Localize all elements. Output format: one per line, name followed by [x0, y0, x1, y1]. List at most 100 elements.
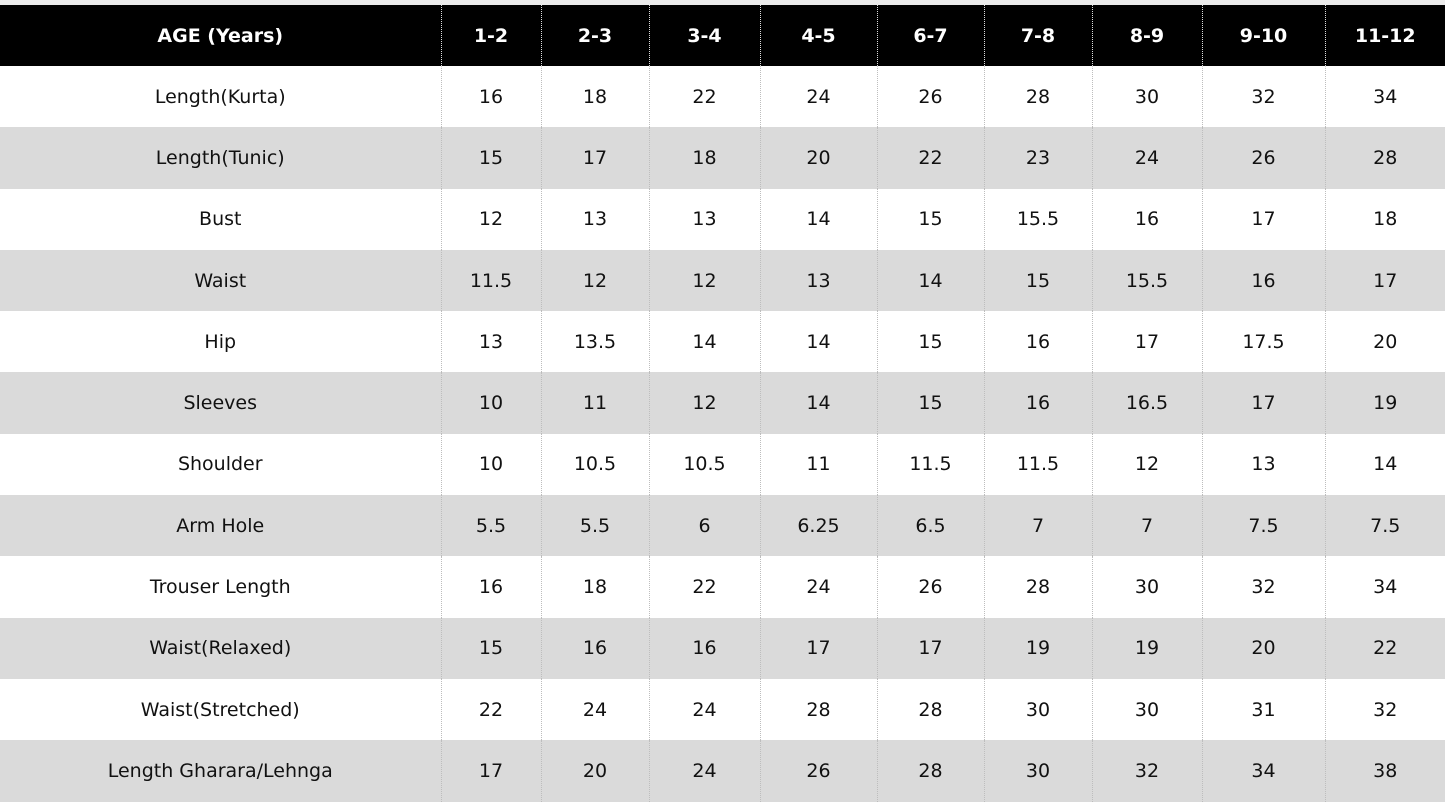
cell-value: 34 [1324, 66, 1445, 128]
cell-value: 26 [759, 740, 877, 802]
cell-value: 24 [648, 678, 760, 741]
header-age-7-8: 7-8 [983, 5, 1092, 66]
cell-value: 16 [983, 311, 1092, 373]
cell-value: 6.25 [759, 495, 877, 557]
cell-value: 20 [540, 740, 649, 802]
cell-value: 15 [876, 188, 984, 250]
cell-value: 13.5 [540, 311, 649, 373]
cell-value: 19 [1091, 617, 1202, 679]
cell-value: 22 [648, 66, 760, 128]
cell-value: 16 [440, 66, 541, 128]
cell-value: 18 [540, 556, 649, 618]
cell-value: 13 [540, 188, 649, 250]
cell-value: 12 [648, 249, 760, 312]
cell-value: 32 [1201, 66, 1325, 128]
row-label: Sleeves [0, 372, 441, 434]
cell-value: 28 [876, 740, 984, 802]
table-row: Arm Hole 5.5 5.5 6 6.25 6.5 7 7 7.5 7.5 [0, 495, 1445, 557]
header-age-label: AGE (Years) [0, 5, 441, 66]
row-label: Length(Kurta) [0, 66, 441, 128]
cell-value: 24 [648, 740, 760, 802]
header-age-1-2: 1-2 [440, 5, 541, 66]
table-row: Hip 13 13.5 14 14 15 16 17 17.5 20 [0, 311, 1445, 373]
cell-value: 31 [1201, 678, 1325, 741]
cell-value: 32 [1324, 678, 1445, 741]
cell-value: 10.5 [540, 433, 649, 496]
cell-value: 10.5 [648, 433, 760, 496]
cell-value: 20 [759, 127, 877, 189]
table-row: Length(Tunic) 15 17 18 20 22 23 24 26 28 [0, 127, 1445, 189]
cell-value: 13 [759, 249, 877, 312]
cell-value: 6.5 [876, 495, 984, 557]
cell-value: 22 [1324, 617, 1445, 679]
cell-value: 14 [759, 311, 877, 373]
cell-value: 14 [876, 249, 984, 312]
cell-value: 14 [759, 188, 877, 250]
cell-value: 30 [1091, 66, 1202, 128]
cell-value: 17 [1201, 372, 1325, 434]
cell-value: 28 [983, 556, 1092, 618]
cell-value: 17 [1201, 188, 1325, 250]
cell-value: 34 [1324, 556, 1445, 618]
table-row: Bust 12 13 13 14 15 15.5 16 17 18 [0, 188, 1445, 250]
cell-value: 11 [759, 433, 877, 496]
cell-value: 26 [876, 66, 984, 128]
cell-value: 19 [1324, 372, 1445, 434]
cell-value: 14 [648, 311, 760, 373]
header-age-11-12: 11-12 [1324, 5, 1445, 66]
row-label: Length(Tunic) [0, 127, 441, 189]
table-row: Waist(Relaxed) 15 16 16 17 17 19 19 20 22 [0, 617, 1445, 679]
cell-value: 7 [983, 495, 1092, 557]
row-label: Waist(Stretched) [0, 678, 441, 741]
header-age-6-7: 6-7 [876, 5, 984, 66]
cell-value: 16.5 [1091, 372, 1202, 434]
cell-value: 17 [440, 740, 541, 802]
cell-value: 10 [440, 433, 541, 496]
cell-value: 22 [648, 556, 760, 618]
cell-value: 17.5 [1201, 311, 1325, 373]
table-row: Shoulder 10 10.5 10.5 11 11.5 11.5 12 13 14 [0, 433, 1445, 496]
header-row: AGE (Years) 1-2 2-3 3-4 4-5 6-7 7-8 8-9 9-10 11-1… [0, 5, 1445, 66]
cell-value: 16 [648, 617, 760, 679]
row-label: Length Gharara/Lehnga [0, 740, 441, 802]
cell-value: 23 [983, 127, 1092, 189]
row-label: Arm Hole [0, 495, 441, 557]
cell-value: 34 [1201, 740, 1325, 802]
table-row: Trouser Length 16 18 22 24 26 28 30 32 34 [0, 556, 1445, 618]
header-age-4-5: 4-5 [759, 5, 877, 66]
cell-value: 38 [1324, 740, 1445, 802]
cell-value: 12 [540, 249, 649, 312]
cell-value: 22 [440, 678, 541, 741]
cell-value: 13 [1201, 433, 1325, 496]
cell-value: 5.5 [440, 495, 541, 557]
cell-value: 15 [876, 311, 984, 373]
table-row: Waist 11.5 12 12 13 14 15 15.5 16 17 [0, 249, 1445, 312]
cell-value: 14 [759, 372, 877, 434]
cell-value: 16 [983, 372, 1092, 434]
cell-value: 32 [1091, 740, 1202, 802]
cell-value: 30 [1091, 678, 1202, 741]
cell-value: 7.5 [1201, 495, 1325, 557]
cell-value: 30 [983, 740, 1092, 802]
cell-value: 19 [983, 617, 1092, 679]
cell-value: 15 [876, 372, 984, 434]
table-row: Length(Kurta) 16 18 22 24 26 28 30 32 34 [0, 66, 1445, 128]
cell-value: 14 [1324, 433, 1445, 496]
header-age-9-10: 9-10 [1201, 5, 1325, 66]
cell-value: 15.5 [983, 188, 1092, 250]
size-chart-table: AGE (Years) 1-2 2-3 3-4 4-5 6-7 7-8 8-9 9-10 11-1… [0, 5, 1445, 802]
cell-value: 16 [1201, 249, 1325, 312]
cell-value: 5.5 [540, 495, 649, 557]
cell-value: 7.5 [1324, 495, 1445, 557]
cell-value: 6 [648, 495, 760, 557]
cell-value: 7 [1091, 495, 1202, 557]
table-row: Sleeves 10 11 12 14 15 16 16.5 17 19 [0, 372, 1445, 434]
cell-value: 12 [440, 188, 541, 250]
cell-value: 15 [440, 127, 541, 189]
row-label: Waist [0, 249, 441, 312]
cell-value: 15 [440, 617, 541, 679]
cell-value: 11.5 [876, 433, 984, 496]
row-label: Waist(Relaxed) [0, 617, 441, 679]
cell-value: 17 [759, 617, 877, 679]
cell-value: 24 [759, 66, 877, 128]
